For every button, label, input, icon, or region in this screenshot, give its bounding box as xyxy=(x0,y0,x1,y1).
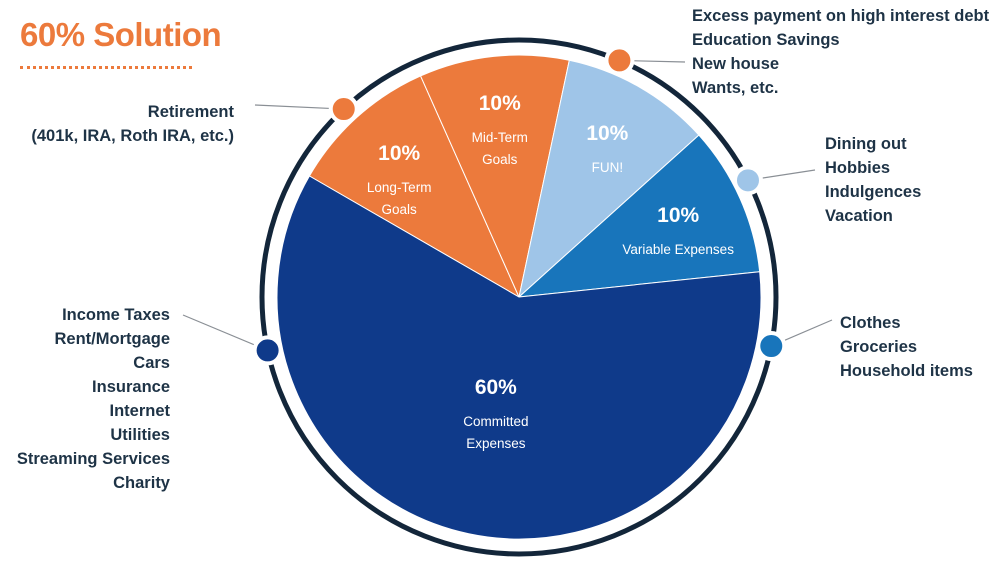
slice-category-label: Variable Expenses xyxy=(622,242,734,257)
pie-slice-variable xyxy=(517,134,761,298)
annotation-line: Utilities xyxy=(110,426,170,444)
annotation-line: Cars xyxy=(133,354,170,372)
annotation-line: Clothes xyxy=(840,314,901,332)
annotation-line: Dining out xyxy=(825,135,907,153)
annotation-markers xyxy=(252,45,787,366)
title-underline xyxy=(20,66,192,69)
annotation-retirement: Retirement (401k, IRA, Roth IRA, etc.) xyxy=(31,100,234,148)
pie-outer-ring xyxy=(259,37,779,557)
annotation-line: Indulgences xyxy=(825,183,922,201)
slice-percent-label: 10% xyxy=(378,142,420,165)
pie-slice-committed xyxy=(276,175,762,540)
slice-percent-label: 10% xyxy=(479,92,521,115)
annotation-line: Household items xyxy=(840,362,973,380)
slice-category-label: FUN! xyxy=(592,160,624,175)
slice-percent-label: 60% xyxy=(475,376,517,399)
pie-slices xyxy=(276,54,762,540)
slice-category-label: Goals xyxy=(482,152,518,167)
annotation-variable-expenses: Clothes Groceries Household items xyxy=(840,311,973,383)
annotation-line: Internet xyxy=(109,402,170,420)
annotation-line: New house xyxy=(692,55,780,73)
slice-category-label: Long-Term xyxy=(367,180,432,195)
slice-category-label: Committed xyxy=(463,414,528,429)
annotation-line: Income Taxes xyxy=(62,306,170,324)
pie-slice-labels: 10% Long-Term Goals 10% Mid-Term Goals 10% FUN!… xyxy=(367,92,734,451)
annotation-fun: Dining out Hobbies Indulgences Vacation xyxy=(825,132,921,228)
annotation-line: Insurance xyxy=(92,378,170,396)
annotation-marker-dot xyxy=(732,165,763,196)
slice-percent-label: 10% xyxy=(586,122,628,145)
annotation-committed-expenses: Income Taxes Rent/Mortgage Cars Insuranc… xyxy=(17,303,170,495)
annotation-line: Education Savings xyxy=(692,31,840,49)
annotation-marker-dot xyxy=(604,45,635,76)
annotation-line: Charity xyxy=(113,474,170,492)
annotation-line: Hobbies xyxy=(825,159,891,177)
page-title: 60% Solution xyxy=(20,16,222,53)
slice-percent-label: 10% xyxy=(657,204,699,227)
pie-slice-long-term xyxy=(308,75,521,299)
slice-category-label: Goals xyxy=(382,202,418,217)
annotation-line: Groceries xyxy=(840,338,918,356)
annotation-marker-dot xyxy=(252,335,283,366)
annotation-marker-dot xyxy=(328,94,359,125)
annotation-line: Rent/Mortgage xyxy=(54,330,171,348)
pie-slice-fun xyxy=(518,59,700,299)
slice-category-label: Expenses xyxy=(466,436,526,451)
annotation-line: Wants, etc. xyxy=(692,79,779,97)
annotation-marker-dot xyxy=(756,331,787,362)
annotation-line: Vacation xyxy=(825,207,893,225)
annotation-line: Retirement xyxy=(147,103,234,121)
annotation-line: Streaming Services xyxy=(16,450,170,468)
annotation-line: (401k, IRA, Roth IRA, etc.) xyxy=(31,127,234,145)
annotation-line: Excess payment on high interest debt xyxy=(692,7,990,25)
pie-slice-mid-term xyxy=(419,54,570,299)
leader-line xyxy=(182,314,268,351)
annotation-mid-term-goals: Excess payment on high interest debt Edu… xyxy=(692,4,989,100)
slice-category-label: Mid-Term xyxy=(472,130,528,145)
